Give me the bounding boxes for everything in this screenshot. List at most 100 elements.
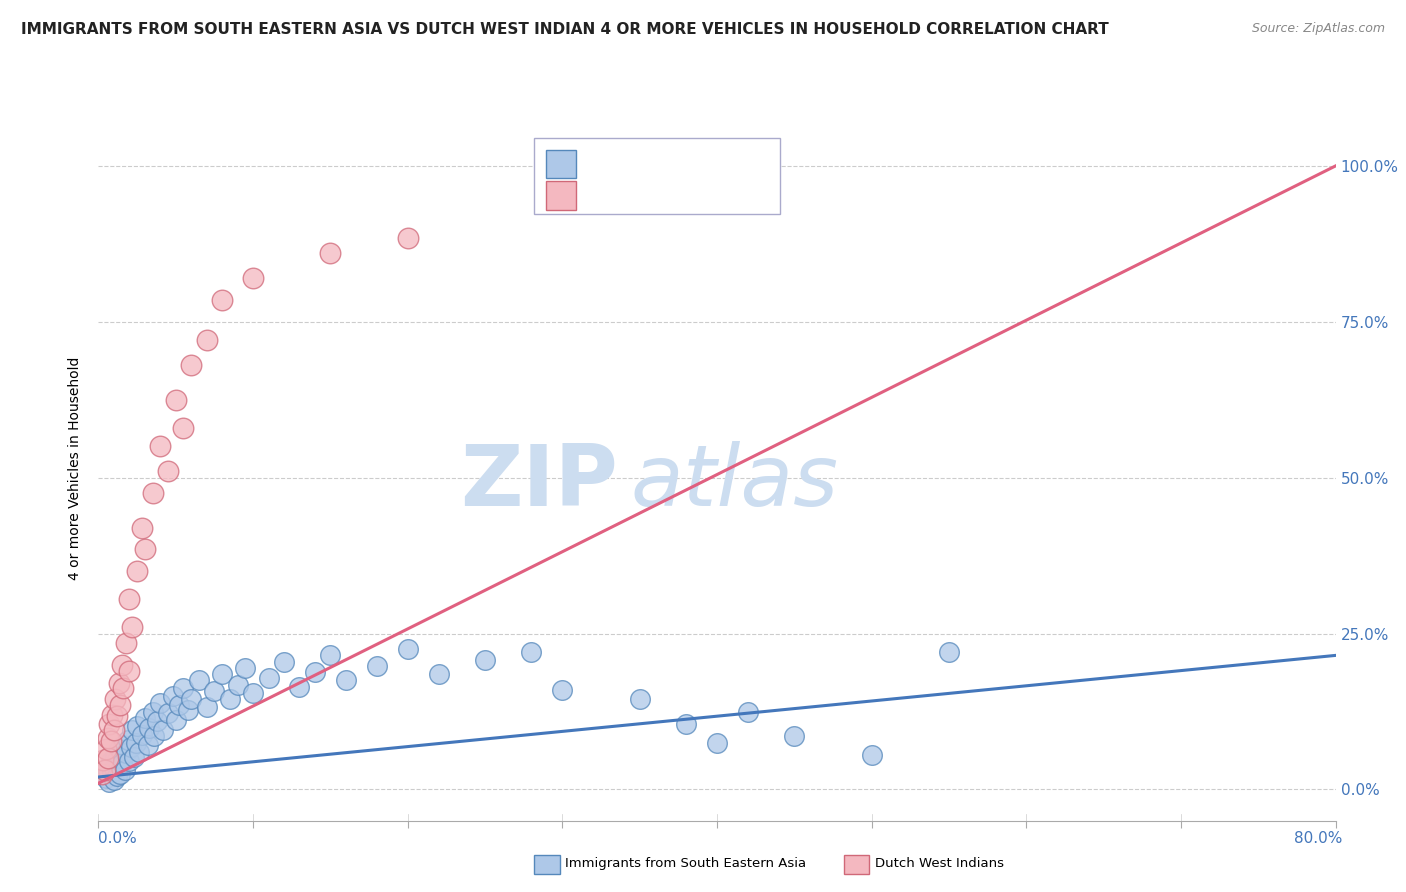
Point: [120, 740, 142, 755]
Point: [103, 761, 125, 775]
Point: [100, 755, 122, 769]
Text: R = 0.909   N = 34: R = 0.909 N = 34: [588, 186, 758, 203]
Text: ZIP: ZIP: [460, 441, 619, 524]
Text: 80.0%: 80.0%: [1295, 831, 1343, 847]
Point: [115, 746, 138, 760]
Point: [335, 673, 357, 688]
Point: [111, 756, 134, 771]
Point: [195, 700, 218, 714]
Point: [938, 645, 960, 659]
Point: [127, 719, 149, 733]
Point: [105, 752, 128, 766]
Point: [162, 689, 184, 703]
Point: [152, 723, 174, 738]
Point: [319, 246, 342, 260]
Point: [167, 698, 190, 713]
Point: [91, 767, 114, 781]
Point: [121, 723, 143, 738]
Point: [628, 692, 651, 706]
Point: [105, 709, 128, 723]
Point: [96, 771, 118, 785]
Point: [112, 681, 135, 696]
Point: [124, 736, 146, 750]
Point: [91, 752, 114, 766]
Point: [165, 392, 187, 407]
Point: [93, 763, 115, 777]
Point: [131, 520, 153, 534]
Point: [211, 293, 233, 307]
Point: [97, 751, 120, 765]
Point: [100, 734, 122, 748]
Point: [204, 684, 226, 698]
Text: Dutch West Indians: Dutch West Indians: [875, 857, 1004, 870]
Point: [103, 773, 125, 788]
Point: [149, 697, 172, 711]
Point: [288, 680, 311, 694]
Point: [142, 486, 165, 500]
Point: [101, 707, 124, 722]
Point: [165, 713, 187, 727]
Text: Immigrants from South Eastern Asia: Immigrants from South Eastern Asia: [565, 857, 806, 870]
Point: [551, 682, 574, 697]
Point: [115, 636, 138, 650]
Point: [219, 692, 242, 706]
Text: IMMIGRANTS FROM SOUTH EASTERN ASIA VS DUTCH WEST INDIAN 4 OR MORE VEHICLES IN HO: IMMIGRANTS FROM SOUTH EASTERN ASIA VS DU…: [21, 22, 1109, 37]
Point: [706, 736, 728, 750]
Point: [273, 655, 295, 669]
Point: [128, 745, 150, 759]
Point: [188, 673, 211, 688]
Point: [108, 698, 131, 713]
Point: [107, 676, 129, 690]
Y-axis label: 4 or more Vehicles in Household: 4 or more Vehicles in Household: [69, 357, 83, 580]
Point: [195, 334, 218, 348]
Point: [107, 742, 129, 756]
Point: [304, 665, 326, 680]
Text: 0.0%: 0.0%: [98, 831, 138, 847]
Point: [97, 731, 120, 746]
Point: [226, 678, 249, 692]
Point: [149, 440, 172, 454]
Point: [121, 620, 143, 634]
Point: [180, 359, 202, 373]
Point: [98, 775, 121, 789]
Point: [108, 751, 131, 765]
Point: [90, 767, 112, 781]
Point: [117, 732, 139, 747]
Point: [131, 728, 153, 742]
Point: [427, 667, 450, 681]
Point: [173, 681, 195, 696]
Point: [98, 717, 121, 731]
Text: Source: ZipAtlas.com: Source: ZipAtlas.com: [1251, 22, 1385, 36]
Point: [737, 705, 759, 719]
Point: [103, 723, 125, 738]
Point: [520, 645, 543, 659]
Point: [114, 763, 136, 777]
Point: [177, 703, 200, 717]
Point: [474, 653, 496, 667]
Point: [143, 730, 166, 744]
Point: [242, 686, 264, 700]
Point: [101, 764, 124, 779]
Point: [105, 769, 128, 783]
Point: [107, 758, 129, 772]
Point: [783, 730, 806, 744]
Point: [242, 271, 264, 285]
Point: [138, 722, 160, 736]
Point: [396, 230, 419, 244]
Point: [134, 711, 156, 725]
Point: [366, 659, 388, 673]
Point: [118, 664, 141, 678]
Point: [134, 542, 156, 557]
Point: [122, 750, 145, 764]
Point: [96, 742, 118, 756]
Point: [136, 738, 159, 752]
Point: [180, 692, 202, 706]
Point: [111, 657, 134, 672]
Point: [108, 767, 131, 781]
Point: [104, 750, 127, 764]
Point: [118, 592, 141, 607]
Point: [173, 421, 195, 435]
Point: [396, 642, 419, 657]
Point: [211, 667, 233, 681]
Point: [675, 717, 697, 731]
